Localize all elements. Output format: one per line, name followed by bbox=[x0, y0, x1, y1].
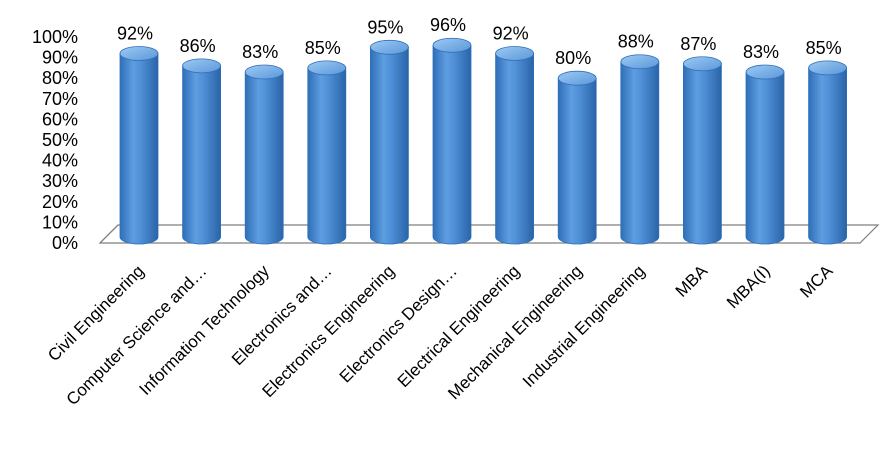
bar-cap bbox=[369, 39, 409, 55]
data-label: 87% bbox=[680, 34, 716, 54]
bar bbox=[808, 60, 847, 245]
bar bbox=[495, 46, 534, 245]
bars bbox=[119, 37, 847, 245]
bar-body bbox=[557, 77, 597, 245]
bar-cap bbox=[432, 37, 472, 53]
y-tick-label: 70% bbox=[42, 89, 78, 109]
bar-body bbox=[620, 61, 660, 245]
bar-body bbox=[683, 63, 722, 245]
category-label: Electronics Design… bbox=[336, 261, 461, 386]
bar bbox=[745, 64, 785, 245]
y-axis: 0%10%20%30%40%50%60%70%80%90%100% bbox=[32, 27, 119, 253]
bar bbox=[307, 60, 347, 245]
data-label: 96% bbox=[430, 15, 466, 35]
bar-body bbox=[745, 71, 785, 245]
bar-body bbox=[370, 46, 409, 245]
y-tick-label: 30% bbox=[42, 171, 78, 191]
bar-cap bbox=[745, 64, 785, 80]
data-label: 92% bbox=[117, 23, 153, 43]
y-tick-label: 90% bbox=[42, 48, 78, 68]
data-label: 88% bbox=[618, 32, 654, 52]
bar-cap bbox=[683, 56, 722, 72]
bar-cap bbox=[808, 60, 847, 76]
bar-body bbox=[808, 67, 847, 245]
bar bbox=[683, 56, 722, 245]
data-label: 92% bbox=[493, 23, 529, 43]
data-label: 95% bbox=[367, 17, 403, 37]
y-tick-label: 50% bbox=[42, 130, 78, 150]
bar-cap bbox=[307, 60, 347, 76]
bar-body bbox=[432, 44, 472, 245]
y-tick-label: 20% bbox=[42, 192, 78, 212]
bar-cap bbox=[182, 58, 222, 74]
bar bbox=[244, 64, 284, 245]
bar bbox=[557, 70, 597, 245]
data-label: 83% bbox=[242, 42, 278, 62]
category-label: Industrial Engineering bbox=[519, 261, 649, 391]
bar-body bbox=[307, 67, 347, 245]
bar-body bbox=[244, 71, 284, 245]
bar-cap bbox=[495, 46, 534, 61]
y-tick-label: 10% bbox=[42, 212, 78, 232]
data-label: 85% bbox=[305, 38, 341, 58]
data-label: 80% bbox=[555, 48, 591, 68]
y-tick-label: 40% bbox=[42, 151, 78, 171]
bar bbox=[369, 39, 409, 245]
axis-corner-line bbox=[99, 224, 119, 244]
category-label: MBA bbox=[672, 261, 712, 301]
bar-body bbox=[495, 53, 534, 245]
bar bbox=[182, 58, 222, 245]
bar-cap bbox=[244, 64, 284, 80]
y-tick-label: 60% bbox=[42, 109, 78, 129]
bar bbox=[432, 37, 472, 245]
bar-cap bbox=[119, 46, 159, 61]
category-label: MCA bbox=[796, 261, 837, 302]
y-tick-label: 100% bbox=[32, 27, 78, 47]
data-label: 86% bbox=[180, 36, 216, 56]
data-label: 85% bbox=[806, 38, 842, 58]
bar bbox=[119, 46, 159, 245]
bar-body bbox=[119, 53, 159, 245]
bar-cap bbox=[557, 70, 597, 86]
data-labels: 92% 86% 83% 85% 95% 96% 92% 80% 88% 87% 83% 85% bbox=[117, 15, 842, 68]
y-tick-label: 0% bbox=[52, 233, 78, 253]
y-tick-label: 80% bbox=[42, 68, 78, 88]
category-label: MBA(I) bbox=[723, 261, 774, 312]
bar-body bbox=[182, 65, 221, 245]
data-label: 83% bbox=[743, 42, 779, 62]
bar-cap bbox=[620, 54, 660, 70]
bar bbox=[620, 54, 660, 245]
category-label: Electrical Engineering bbox=[394, 261, 524, 391]
